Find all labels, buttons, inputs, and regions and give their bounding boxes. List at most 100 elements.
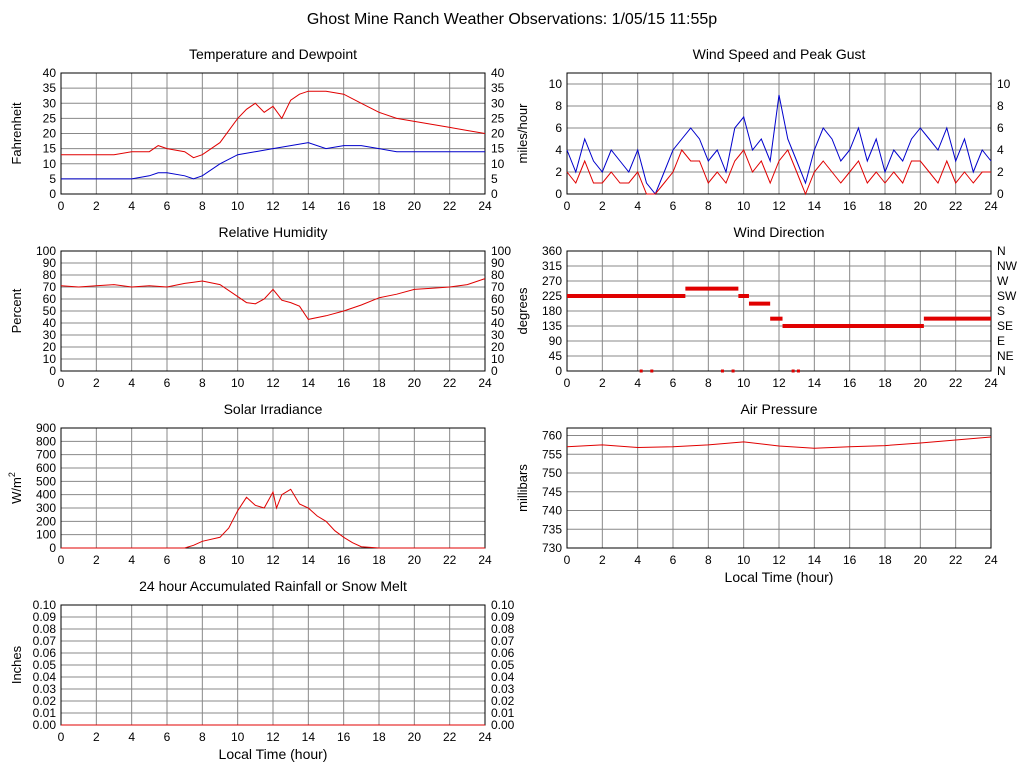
x-tick-label: 18 [878,199,892,213]
wind-direction-point [731,369,735,373]
chart-title: Temperature and Dewpoint [189,46,357,62]
y-tick-label: 760 [542,429,562,443]
y-tick-label: 10 [43,352,57,366]
y-right-tick-label: W [997,274,1009,288]
y-tick-label: 180 [542,304,562,318]
y-axis-label-text: Percent [9,288,24,333]
y-right-tick-label: 0.03 [491,682,515,696]
y-right-tick-label: SW [997,289,1017,303]
x-tick-label: 22 [443,199,457,213]
x-tick-label: 16 [843,376,857,390]
wind-direction-point [796,369,800,373]
y-tick-label: 40 [43,66,57,80]
x-axis-label: Local Time (hour) [725,569,834,585]
x-tick-label: 16 [337,376,351,390]
x-tick-label: 12 [266,553,280,567]
y-right-tick-label: N [997,244,1006,258]
x-tick-label: 10 [737,553,751,567]
x-tick-label: 20 [914,199,928,213]
y-tick-label: 80 [43,268,57,282]
series-line-0 [566,94,992,195]
y-right-tick-label: 10 [491,352,505,366]
x-tick-label: 2 [599,553,606,567]
y-tick-label: 800 [36,434,56,448]
y-tick-label: 500 [36,474,56,488]
y-right-tick-label: 20 [491,127,505,141]
y-tick-label: 6 [555,121,562,135]
y-right-tick-label: 40 [491,66,505,80]
x-tick-label: 6 [164,199,171,213]
x-tick-label: 8 [705,553,712,567]
x-tick-label: 0 [58,553,65,567]
x-tick-label: 4 [634,376,641,390]
chart-rainfall: 24 hour Accumulated Rainfall or Snow Mel… [9,578,515,762]
x-tick-label: 16 [843,199,857,213]
y-tick-label: 750 [542,466,562,480]
plot-frame [60,250,486,372]
y-right-tick-label: 15 [491,142,505,156]
y-tick-label: 755 [542,447,562,461]
y-right-tick-label: 2 [997,165,1004,179]
y-tick-label: 0.05 [33,658,57,672]
chart-title: Wind Speed and Peak Gust [693,46,866,62]
x-tick-label: 20 [914,553,928,567]
x-tick-label: 12 [772,553,786,567]
y-tick-label: 50 [43,304,57,318]
x-tick-label: 6 [164,376,171,390]
y-tick-label: 0.07 [33,634,57,648]
y-axis-label: W/m2 [7,472,24,504]
y-right-tick-label: NE [997,349,1014,363]
x-tick-label: 8 [705,376,712,390]
y-right-tick-label: 80 [491,268,505,282]
x-tick-label: 4 [128,376,135,390]
y-axis-label-text: miles/hour [515,103,530,164]
chart-title: Relative Humidity [219,224,328,240]
y-right-tick-label: 0.08 [491,622,515,636]
x-tick-label: 10 [231,199,245,213]
x-tick-label: 4 [634,553,641,567]
y-tick-label: 0.10 [33,598,57,612]
x-tick-label: 16 [337,730,351,744]
x-tick-label: 10 [231,553,245,567]
chart-temperature: Temperature and Dewpoint0510152025303540… [9,46,505,213]
y-tick-label: 0.08 [33,622,57,636]
y-right-tick-label: 0.02 [491,694,515,708]
y-tick-label: 45 [549,349,563,363]
y-tick-label: 20 [43,340,57,354]
x-tick-label: 2 [93,553,100,567]
plot-frame [566,250,992,372]
x-tick-label: 14 [302,376,316,390]
x-tick-label: 18 [372,376,386,390]
x-tick-label: 8 [199,730,206,744]
y-tick-label: 90 [549,334,563,348]
y-axis-label: Percent [9,288,24,333]
x-tick-label: 8 [199,376,206,390]
x-tick-label: 20 [408,730,422,744]
x-tick-label: 10 [737,376,751,390]
y-tick-label: 0 [555,187,562,201]
y-right-tick-label: 10 [491,157,505,171]
wind-direction-point [791,369,795,373]
y-right-tick-label: 25 [491,111,505,125]
y-tick-label: 400 [36,488,56,502]
y-right-tick-label: 0 [997,187,1004,201]
y-right-tick-label: 30 [491,328,505,342]
y-tick-label: 0.02 [33,694,57,708]
y-tick-label: 100 [36,528,56,542]
x-tick-label: 2 [93,376,100,390]
y-right-tick-label: 0.05 [491,658,515,672]
y-tick-label: 10 [43,157,57,171]
y-right-tick-label: SE [997,319,1013,333]
y-right-tick-label: 100 [491,244,511,258]
y-tick-label: 225 [542,289,562,303]
y-right-tick-label: 50 [491,304,505,318]
x-tick-label: 10 [737,199,751,213]
x-tick-label: 6 [670,553,677,567]
y-tick-label: 315 [542,259,562,273]
y-right-tick-label: 8 [997,99,1004,113]
y-right-tick-label: 30 [491,96,505,110]
y-axis-label-text: degrees [515,287,530,334]
y-tick-label: 20 [43,127,57,141]
y-tick-label: 740 [542,504,562,518]
